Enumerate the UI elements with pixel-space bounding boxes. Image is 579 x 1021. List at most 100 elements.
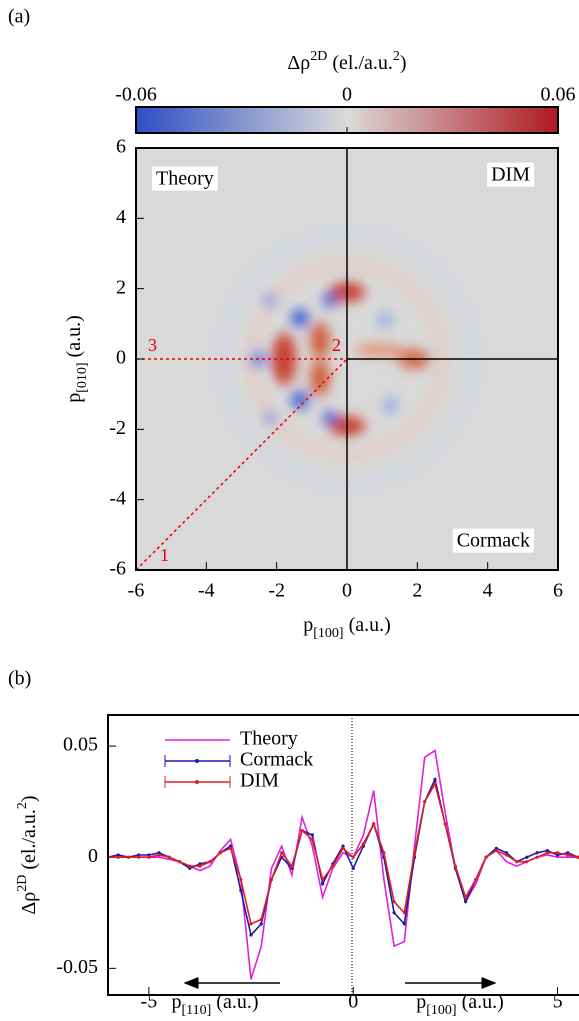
colorbar-tick-label: -0.06 xyxy=(115,84,157,106)
x-tick-label: 4 xyxy=(483,580,493,602)
y-tick-label: 0 xyxy=(88,845,98,867)
label-part: (el./a.u. xyxy=(18,809,40,875)
data-point xyxy=(157,853,161,857)
data-point xyxy=(576,855,579,859)
x-tick-label: 0 xyxy=(348,991,358,1013)
label-part: 2D xyxy=(310,49,327,64)
x-tick-label: -5 xyxy=(141,991,158,1013)
data-point xyxy=(198,864,202,868)
label-part: 2D xyxy=(15,875,30,892)
label-box xyxy=(487,162,535,187)
label-box xyxy=(452,528,534,553)
y-tick-label: -2 xyxy=(109,417,126,439)
data-point xyxy=(188,866,192,870)
data-point xyxy=(351,855,355,859)
label-part: 2 xyxy=(393,49,400,64)
data-point xyxy=(157,851,161,855)
label-part: ) xyxy=(400,52,407,74)
path-label: 3 xyxy=(148,335,157,355)
legend-label: Theory xyxy=(240,728,298,750)
label-part: p xyxy=(171,991,181,1013)
data-point xyxy=(239,888,243,893)
data-point xyxy=(535,855,539,859)
colorbar-tick-label: 0.06 xyxy=(541,84,576,106)
label-part: p xyxy=(63,393,85,403)
data-point xyxy=(147,853,151,857)
data-point xyxy=(504,851,509,855)
label-part: Δρ xyxy=(287,52,310,74)
data-point xyxy=(484,855,488,859)
data-point xyxy=(177,860,182,864)
data-point xyxy=(474,877,478,882)
plot-frame xyxy=(107,714,579,996)
label-part: [100] xyxy=(313,626,343,641)
y-tick-label: -0.05 xyxy=(56,956,98,978)
data-point xyxy=(198,862,202,866)
data-point xyxy=(147,855,151,859)
data-point xyxy=(137,855,141,859)
data-point xyxy=(535,851,539,855)
quadrant-label: DIM xyxy=(491,164,530,186)
data-point xyxy=(525,860,529,864)
legend-label: DIM xyxy=(240,770,279,792)
data-point xyxy=(208,860,212,864)
data-point xyxy=(504,853,509,857)
label-part: p xyxy=(303,614,313,636)
x-tick-label: 0 xyxy=(342,580,352,602)
label-part: ) xyxy=(18,795,40,802)
data-point xyxy=(402,911,406,915)
data-point xyxy=(290,866,294,870)
panel-label: (b) xyxy=(8,668,31,690)
data-point xyxy=(351,866,355,870)
data-point xyxy=(515,860,519,864)
data-point xyxy=(188,864,192,868)
label-part: [010] xyxy=(75,362,90,392)
data-point xyxy=(259,922,263,926)
x-tick-label: -4 xyxy=(198,580,215,602)
data-point xyxy=(423,800,427,804)
y-tick-label: -6 xyxy=(109,558,126,580)
label-part: p xyxy=(416,991,426,1013)
data-point xyxy=(320,877,325,882)
data-point xyxy=(402,922,406,926)
data-point xyxy=(116,855,120,859)
data-point xyxy=(361,842,366,846)
x-tick-label: 2 xyxy=(412,580,422,602)
data-point xyxy=(525,855,529,859)
data-point xyxy=(555,853,560,857)
data-point xyxy=(290,864,294,868)
data-point xyxy=(249,922,253,926)
data-point xyxy=(269,877,274,882)
data-point xyxy=(310,833,314,837)
x-axis-title: p[100] (a.u.) xyxy=(303,614,391,641)
label-part: (a.u.) xyxy=(63,315,85,362)
label-part: [110] xyxy=(181,1003,211,1018)
data-point xyxy=(218,851,222,855)
data-point xyxy=(555,851,560,855)
y-tick-label: 2 xyxy=(116,276,126,298)
legend-dot xyxy=(195,780,199,784)
data-point xyxy=(229,846,233,850)
quadrant-label: Cormack xyxy=(457,530,530,552)
series-line xyxy=(108,776,579,937)
y-axis-title: p[010] (a.u.) xyxy=(63,315,90,403)
data-point xyxy=(464,895,468,899)
data-point xyxy=(116,853,120,857)
data-point xyxy=(566,851,570,855)
data-point xyxy=(331,864,335,868)
data-point xyxy=(229,844,233,848)
data-point xyxy=(341,844,345,848)
colorbar-title: Δρ2D (el./a.u.2) xyxy=(287,49,406,74)
data-point xyxy=(341,846,345,850)
data-point xyxy=(259,917,263,922)
data-point xyxy=(320,882,325,886)
data-point xyxy=(412,851,417,855)
data-point xyxy=(392,900,396,904)
label-part: (el./a.u. xyxy=(327,52,393,74)
legend-dot xyxy=(195,759,199,763)
y-tick-label: 0.05 xyxy=(63,734,98,756)
y-tick-label: 6 xyxy=(116,136,126,158)
label-part: 2 xyxy=(15,802,30,809)
data-point xyxy=(545,848,549,853)
